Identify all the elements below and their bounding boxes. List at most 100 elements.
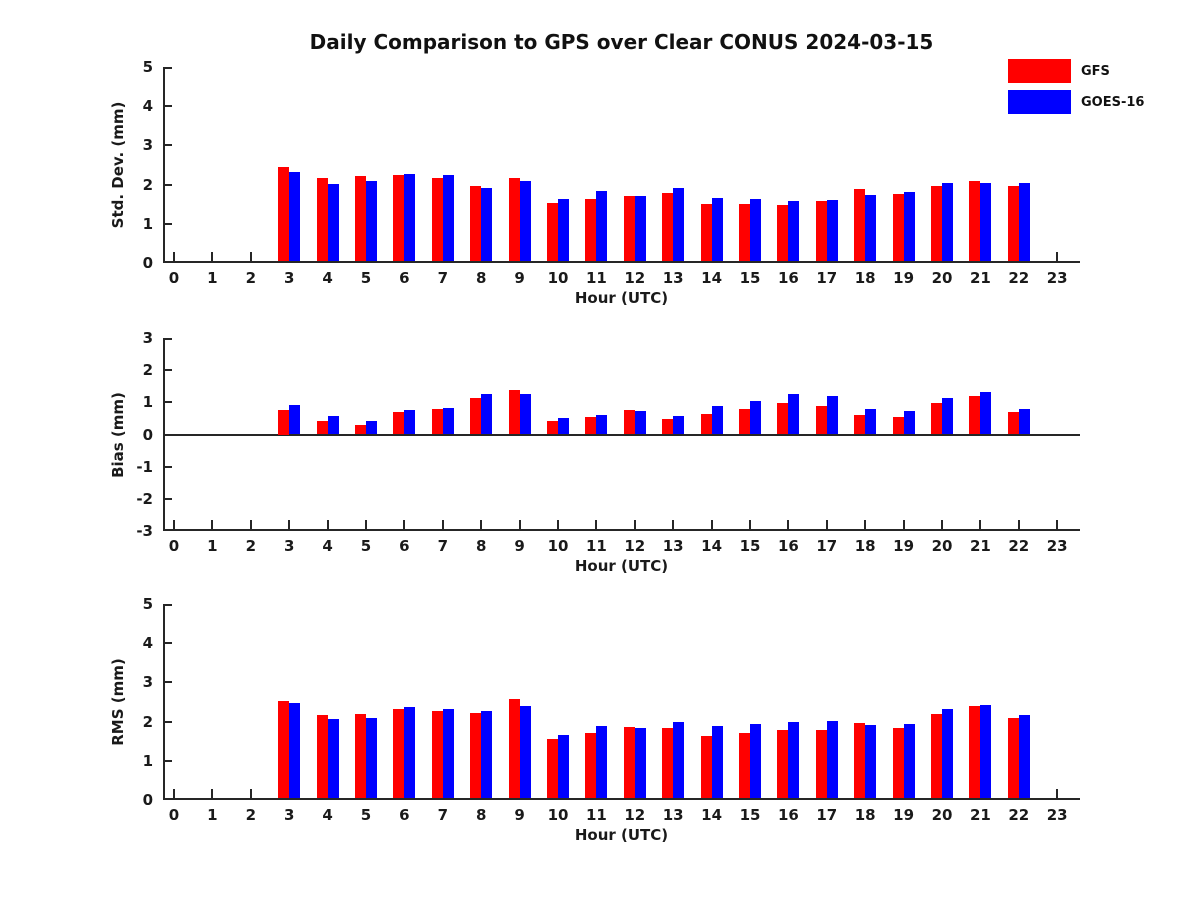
bar-goes-16-h18 — [865, 195, 877, 263]
y-tick-label: 4 — [142, 97, 153, 116]
chart-title: Daily Comparison to GPS over Clear CONUS… — [309, 30, 934, 54]
x-tick — [480, 520, 483, 529]
bar-gfs-h17 — [815, 405, 827, 435]
bar-gfs-h6 — [393, 709, 405, 800]
x-tick — [979, 520, 982, 529]
y-tick-label: 3 — [142, 136, 153, 155]
bar-goes-16-h15 — [750, 199, 761, 263]
bar-goes-16-h7 — [442, 174, 454, 263]
y-tick-label: 5 — [142, 58, 153, 76]
bar-goes-16-h19 — [903, 192, 915, 263]
bar-goes-16-h9 — [519, 706, 531, 800]
x-tick-label: 5 — [360, 269, 372, 287]
bar-goes-16-h12 — [634, 196, 646, 263]
x-tick-label: 15 — [739, 269, 761, 287]
x-tick-label: 22 — [1008, 537, 1030, 555]
x-tick-label: 3 — [283, 806, 295, 824]
x-tick — [672, 520, 675, 529]
x-tick — [211, 789, 214, 798]
bar-goes-16-h16 — [788, 721, 800, 800]
y-tick — [163, 338, 172, 340]
y-axis-spine — [163, 67, 165, 263]
bar-gfs-h16 — [777, 204, 789, 263]
bar-goes-16-h10 — [558, 418, 569, 435]
x-tick-label: 14 — [701, 806, 723, 824]
x-tick — [633, 520, 636, 529]
bar-gfs-h8 — [470, 185, 482, 263]
x-tick-label: 16 — [777, 269, 799, 287]
bar-goes-16-h9 — [519, 394, 531, 435]
x-tick-label: 19 — [893, 537, 915, 555]
x-tick-label: 19 — [893, 806, 915, 824]
y-tick — [163, 642, 172, 645]
bar-gfs-h21 — [969, 705, 981, 800]
y-tick — [163, 369, 172, 372]
x-tick-label: 1 — [207, 806, 218, 824]
zero-line — [163, 433, 1080, 436]
x-tick-label: 3 — [283, 269, 295, 287]
bar-goes-16-h12 — [634, 728, 646, 800]
x-tick-label: 15 — [739, 537, 761, 555]
y-tick-label: 1 — [142, 393, 153, 412]
bar-goes-16-h4 — [327, 416, 339, 435]
x-tick-label: 9 — [514, 269, 525, 287]
bar-goes-16-h16 — [788, 393, 800, 435]
bar-gfs-h14 — [700, 203, 712, 263]
bar-gfs-h15 — [739, 408, 750, 435]
bar-goes-16-h18 — [865, 725, 877, 800]
x-tick — [710, 520, 713, 529]
bar-gfs-h14 — [700, 735, 712, 800]
y-tick-label: 4 — [142, 634, 153, 653]
bar-gfs-h10 — [547, 420, 558, 435]
legend-swatch-gfs — [1008, 59, 1071, 83]
bar-goes-16-h5 — [366, 420, 377, 435]
x-axis-spine — [163, 261, 1080, 263]
bar-gfs-h10 — [547, 203, 558, 263]
x-tick — [288, 520, 291, 529]
bar-goes-16-h10 — [558, 199, 569, 263]
bar-goes-16-h14 — [711, 725, 723, 800]
y-tick-label: 2 — [142, 712, 153, 731]
bar-gfs-h7 — [431, 711, 443, 800]
x-tick-label: 23 — [1046, 537, 1068, 555]
x-tick-label: 3 — [283, 537, 295, 555]
x-tick-label: 11 — [585, 269, 607, 287]
x-tick-label: 19 — [893, 269, 915, 287]
bar-gfs-h22 — [1007, 186, 1019, 263]
x-tick — [864, 520, 867, 529]
x-tick-label: 0 — [168, 269, 180, 287]
x-tick — [1056, 789, 1059, 798]
x-tick-label: 6 — [399, 806, 410, 824]
bar-goes-16-h16 — [788, 201, 800, 263]
x-tick-label: 5 — [360, 806, 372, 824]
bar-gfs-h15 — [739, 733, 750, 800]
x-tick-label: 0 — [168, 537, 180, 555]
stddev-y-axis-label: Std. Dev. (mm) — [109, 101, 127, 229]
x-tick-label: 22 — [1008, 269, 1030, 287]
x-tick-label: 18 — [854, 806, 876, 824]
bar-goes-16-h19 — [903, 410, 915, 435]
x-tick — [211, 520, 214, 529]
x-tick-label: 11 — [585, 537, 607, 555]
x-tick-label: 20 — [931, 269, 953, 287]
x-tick-label: 1 — [207, 537, 218, 555]
x-tick-label: 17 — [816, 269, 838, 287]
bar-goes-16-h9 — [519, 181, 531, 263]
bar-goes-16-h21 — [980, 183, 992, 263]
bar-goes-16-h13 — [673, 721, 685, 800]
x-tick — [787, 520, 790, 529]
y-tick-label: -3 — [136, 522, 153, 540]
bar-goes-16-h12 — [634, 411, 646, 435]
x-tick-label: 22 — [1008, 806, 1030, 824]
x-tick-label: 10 — [547, 269, 569, 287]
x-tick-label: 18 — [854, 537, 876, 555]
x-tick-label: 13 — [662, 537, 684, 555]
x-tick — [173, 789, 175, 798]
bar-goes-16-h15 — [750, 723, 761, 800]
bar-gfs-h9 — [508, 699, 520, 800]
bar-gfs-h18 — [854, 414, 866, 435]
y-tick — [163, 720, 172, 723]
x-tick — [902, 520, 905, 529]
bar-goes-16-h4 — [327, 183, 339, 263]
bar-goes-16-h20 — [942, 708, 953, 800]
